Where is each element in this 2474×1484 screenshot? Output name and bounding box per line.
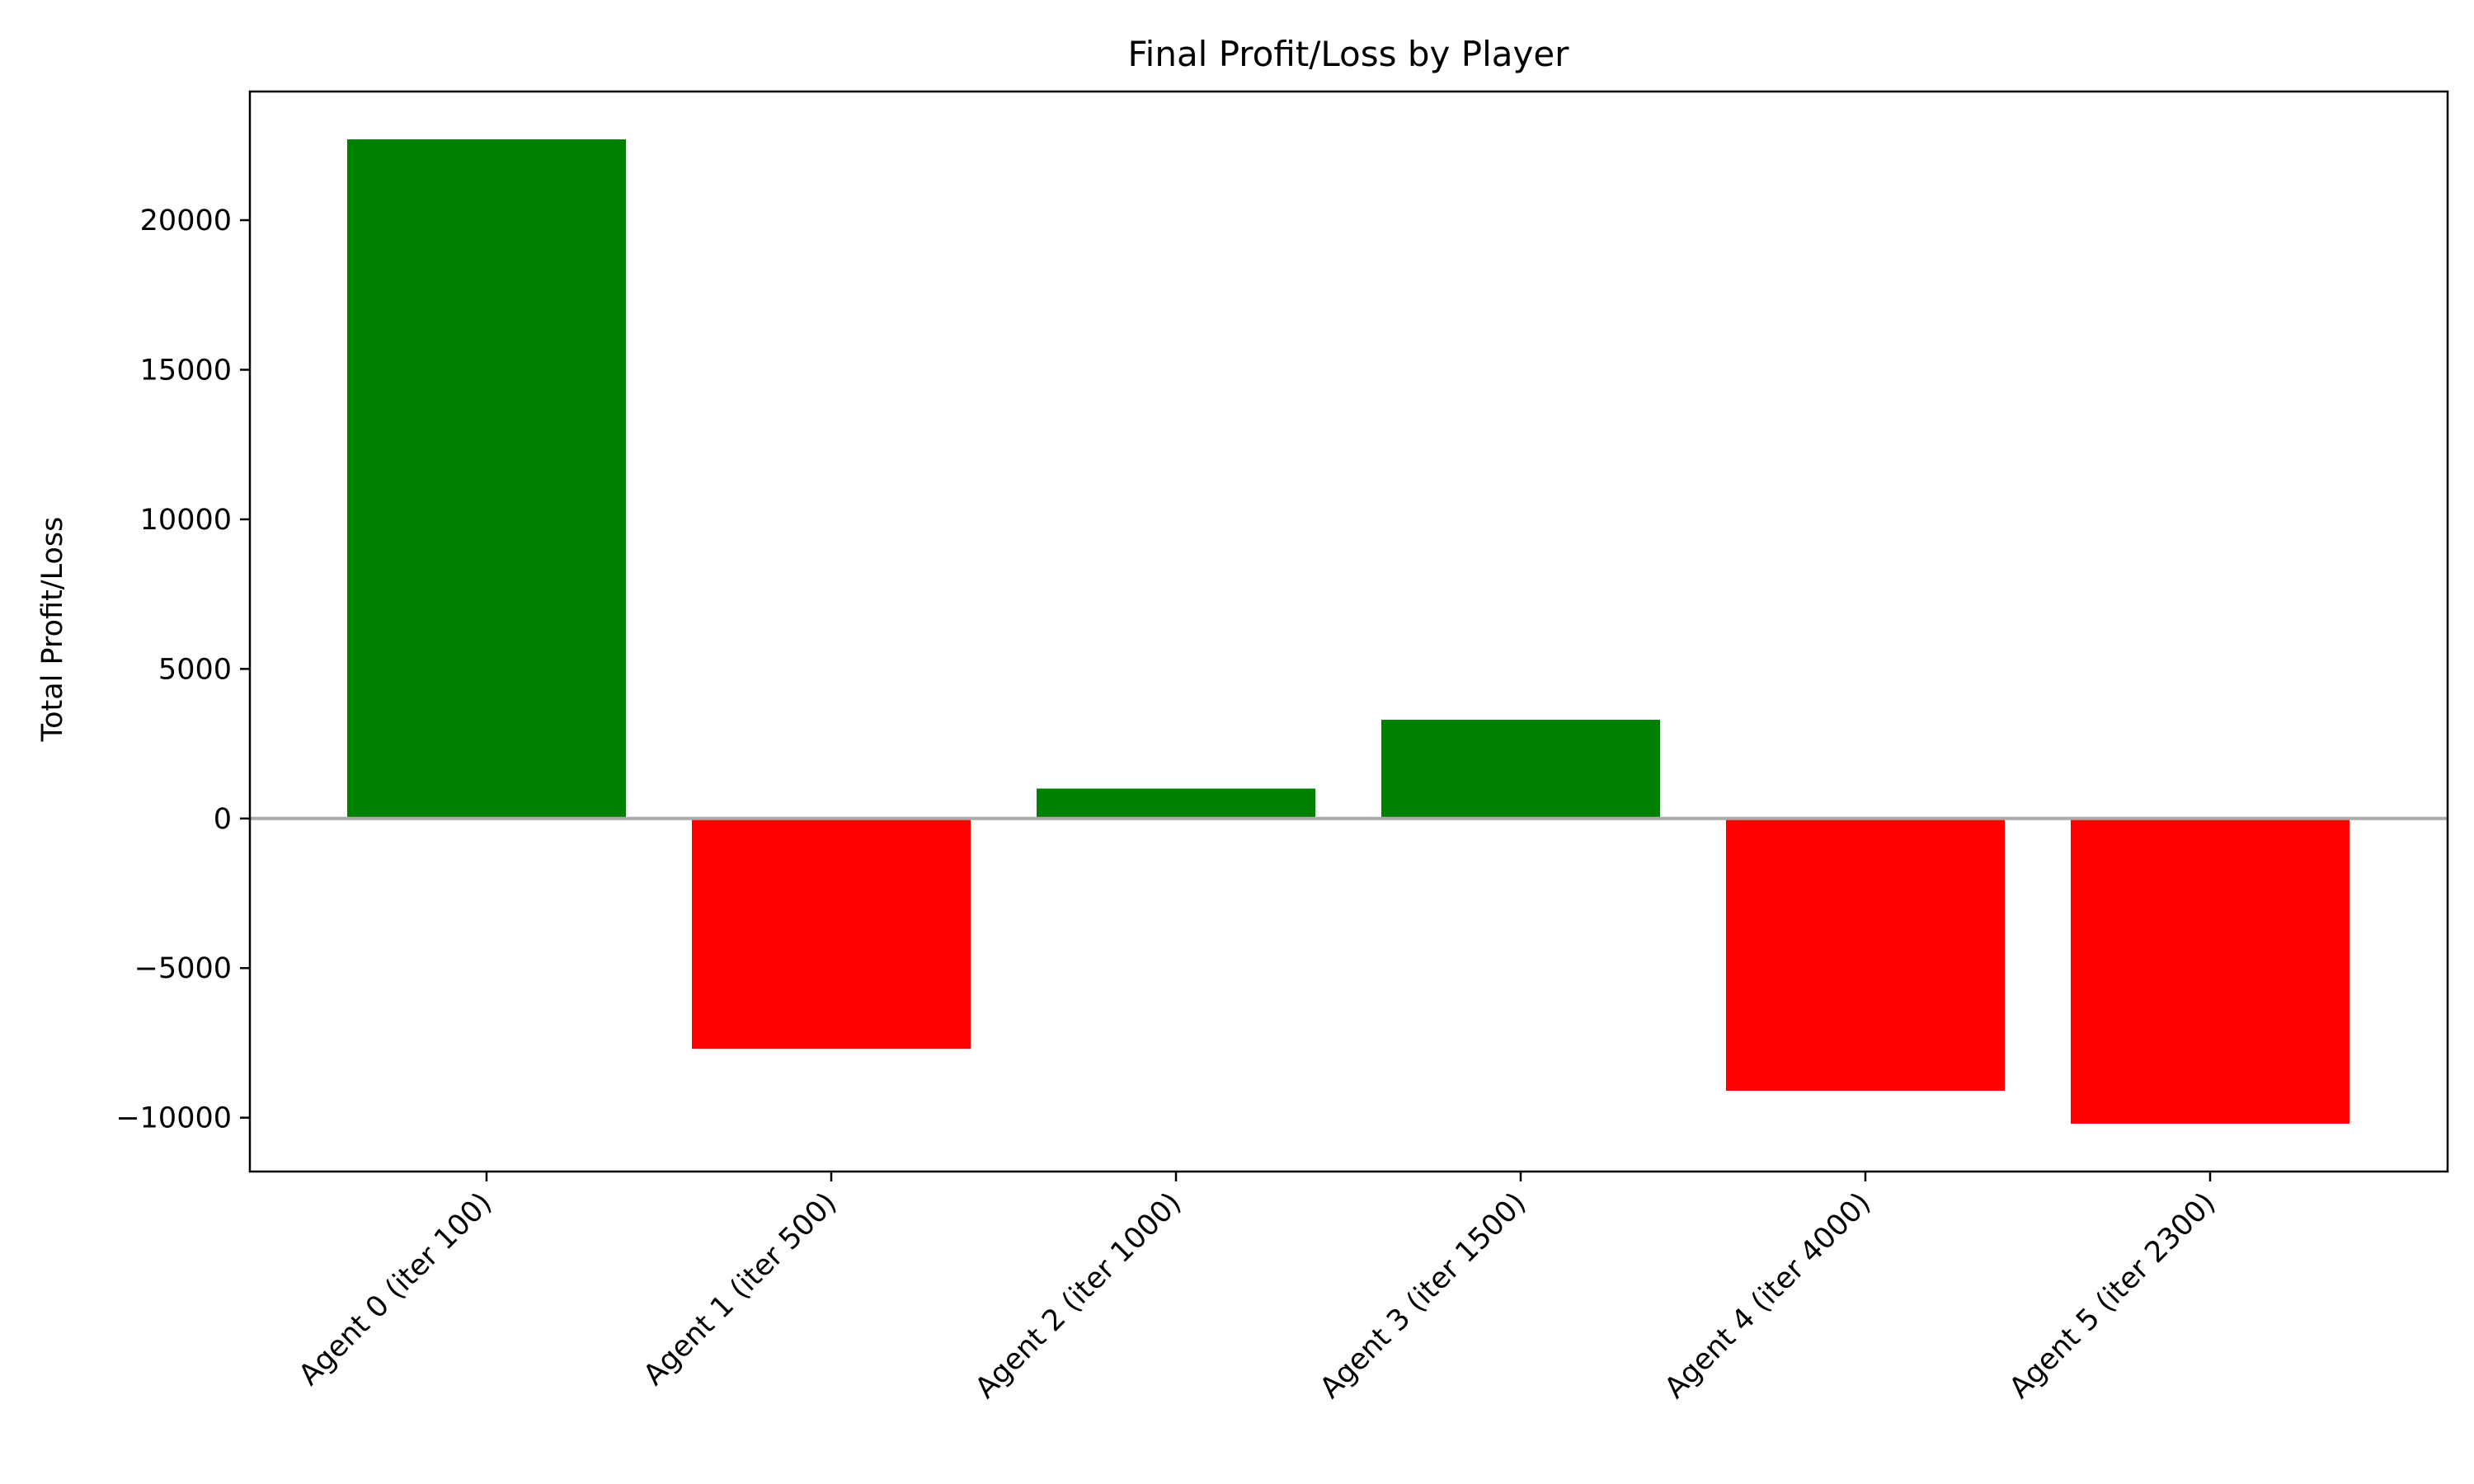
y-tick-label: −5000: [134, 952, 232, 985]
bar-5: [2071, 819, 2349, 1124]
bar-4: [1726, 819, 2005, 1091]
y-tick-label: 5000: [158, 653, 232, 686]
y-axis-title: Total Profit/Loss: [36, 517, 69, 743]
chart-title: Final Profit/Loss by Player: [1128, 34, 1570, 74]
y-tick-label: 20000: [140, 204, 232, 237]
bar-1: [692, 819, 971, 1049]
y-tick-label: 15000: [140, 354, 232, 387]
y-tick-label: 0: [214, 803, 232, 836]
bar-2: [1037, 789, 1315, 819]
y-tick-label: 10000: [140, 504, 232, 537]
bar-0: [347, 139, 626, 819]
y-tick-label: −10000: [115, 1102, 232, 1135]
bar-3: [1381, 720, 1660, 819]
